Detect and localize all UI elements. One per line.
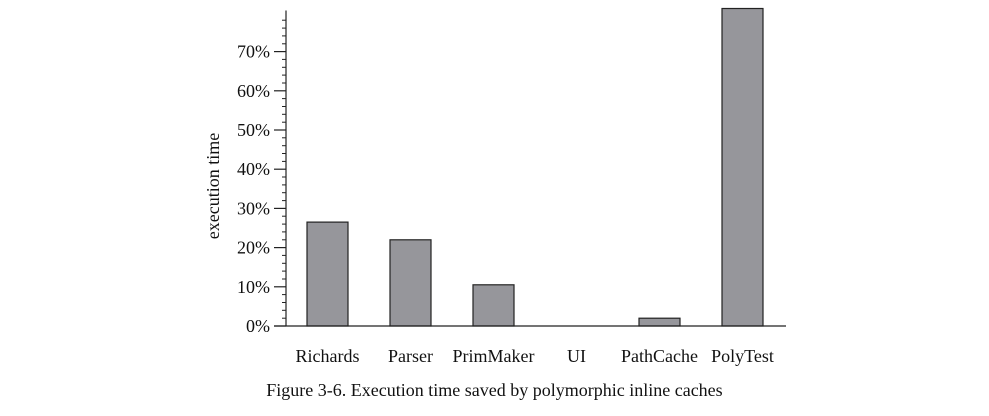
x-tick-label: PolyTest [711,346,774,366]
y-tick-label: 30% [237,198,270,218]
x-tick-label: Parser [388,346,433,366]
bar-chart: Richards Parser PrimMaker UI PathCache PolyTe… [203,7,786,366]
y-tick-label: 20% [237,238,270,258]
bar-parser [389,239,432,327]
y-tick-label: 70% [237,42,270,62]
y-tick-label: 40% [237,159,270,179]
bar-primmaker [472,284,515,327]
bar-polytest [721,7,764,327]
x-tick-label: UI [567,346,586,366]
y-tick-label: 50% [237,120,270,140]
bar-pathcache [638,317,681,327]
axes [274,10,786,327]
y-axis-title: execution time [203,133,223,239]
y-tick-label: 10% [237,277,270,297]
bar-richards [306,221,349,327]
x-tick-label: PathCache [621,346,698,366]
bars [306,7,764,327]
x-tick-label: PrimMaker [453,346,535,366]
y-tick-label: 0% [246,316,270,336]
y-tick-label: 60% [237,81,270,101]
figure-caption: Figure 3-6. Execution time saved by poly… [266,380,723,400]
labels: Richards Parser PrimMaker UI PathCache PolyTe… [237,42,774,366]
x-tick-label: Richards [296,346,360,366]
